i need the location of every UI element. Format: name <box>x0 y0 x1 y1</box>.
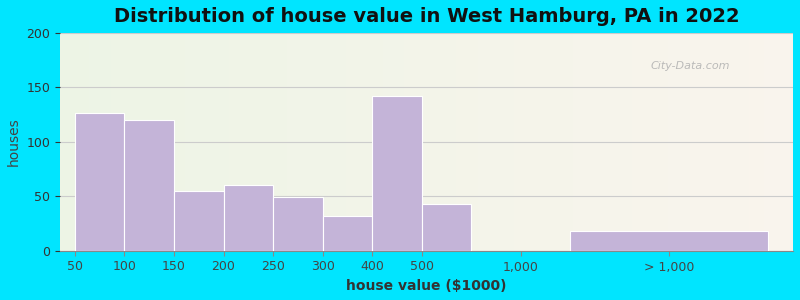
Bar <box>422 204 471 251</box>
Bar <box>125 120 174 251</box>
Text: City-Data.com: City-Data.com <box>650 61 730 71</box>
Y-axis label: houses: houses <box>7 118 21 166</box>
Bar <box>372 96 422 251</box>
Title: Distribution of house value in West Hamburg, PA in 2022: Distribution of house value in West Hamb… <box>114 7 739 26</box>
Bar <box>570 231 768 251</box>
Bar <box>75 112 125 251</box>
Bar <box>174 191 223 251</box>
Bar <box>322 216 372 251</box>
X-axis label: house value ($1000): house value ($1000) <box>346 279 507 293</box>
Bar <box>273 197 322 251</box>
Bar <box>223 185 273 251</box>
